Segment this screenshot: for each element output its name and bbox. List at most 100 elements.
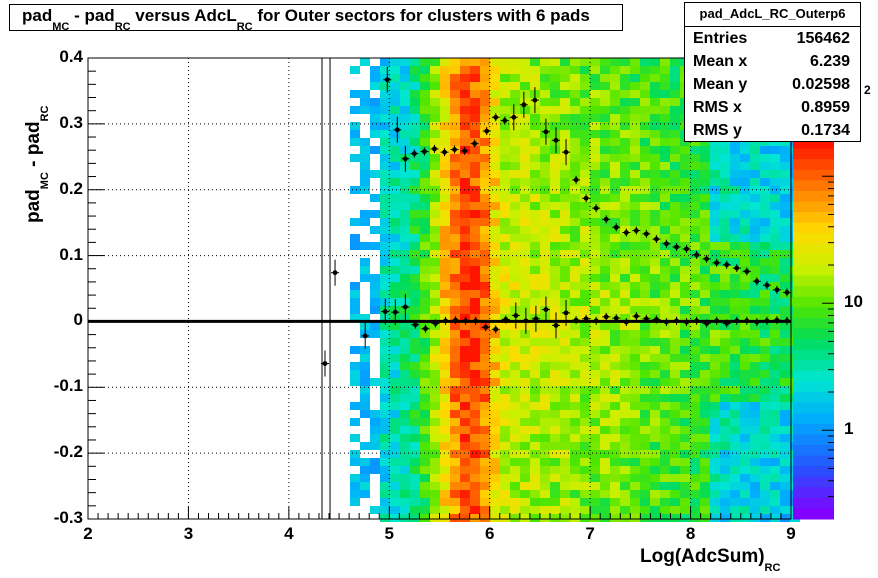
heat-cell <box>400 514 410 522</box>
heat-cell <box>420 330 430 338</box>
palette-band <box>793 296 834 308</box>
heat-cell <box>640 482 650 490</box>
upper-profile-point-marker <box>603 216 609 222</box>
heat-cell <box>710 362 720 370</box>
heat-cell <box>400 202 410 210</box>
heat-cell <box>390 282 400 290</box>
heat-cell <box>480 354 490 362</box>
heat-cell <box>630 466 640 474</box>
heat-cell <box>350 66 360 74</box>
heat-cell <box>500 242 510 250</box>
heat-cell <box>380 418 390 426</box>
heat-cell <box>460 138 470 146</box>
heat-cell <box>640 362 650 370</box>
heat-cell <box>450 402 460 410</box>
heat-cell <box>500 482 510 490</box>
heat-cell <box>520 442 530 450</box>
heat-cell <box>740 402 750 410</box>
lower-profile-point-marker <box>714 318 720 324</box>
heat-cell <box>620 354 630 362</box>
heat-cell <box>610 266 620 274</box>
heat-cell <box>730 418 740 426</box>
heat-cell <box>610 218 620 226</box>
heat-cell <box>730 458 740 466</box>
palette-label: 1 <box>844 419 854 439</box>
heat-cell <box>650 298 660 306</box>
heat-cell <box>640 226 650 234</box>
heat-cell <box>470 290 480 298</box>
heat-cell <box>420 242 430 250</box>
heat-cell <box>530 82 540 90</box>
heat-cell <box>660 450 670 458</box>
heat-cell <box>390 114 400 122</box>
heat-cell <box>700 306 710 314</box>
heat-cell <box>550 402 560 410</box>
heat-cell <box>450 138 460 146</box>
heat-cell <box>740 322 750 330</box>
heat-cell <box>550 170 560 178</box>
lower-profile-point <box>331 259 340 286</box>
heat-cell <box>690 378 700 386</box>
heat-cell <box>390 506 400 514</box>
heat-cell <box>770 274 780 282</box>
heat-cell <box>600 154 610 162</box>
heat-cell <box>620 146 630 154</box>
heat-cell <box>410 514 420 522</box>
heat-cell <box>360 370 370 378</box>
heat-cell <box>660 226 670 234</box>
heat-cell <box>410 210 420 218</box>
heat-cell <box>780 194 790 202</box>
upper-profile-point-marker <box>704 256 710 262</box>
heat-cell <box>500 58 510 66</box>
heat-cell <box>430 130 440 138</box>
heat-cell <box>620 122 630 130</box>
heat-cell <box>610 146 620 154</box>
heat-cell <box>750 378 760 386</box>
heat-cell <box>580 410 590 418</box>
heat-cell <box>500 106 510 114</box>
heat-cell <box>480 202 490 210</box>
heat-cell <box>710 450 720 458</box>
heat-cell <box>440 66 450 74</box>
heat-cell <box>480 514 490 522</box>
heat-cell <box>750 330 760 338</box>
heat-cell <box>570 242 580 250</box>
upper-profile-point-marker <box>583 195 589 201</box>
heat-cell <box>750 258 760 266</box>
heat-cell <box>670 362 680 370</box>
heat-cell <box>590 290 600 298</box>
heat-cell <box>460 290 470 298</box>
heat-cell <box>640 274 650 282</box>
palette-band <box>793 349 834 361</box>
heat-cell <box>410 170 420 178</box>
heat-cell <box>550 58 560 66</box>
heat-cell <box>640 418 650 426</box>
heat-cell <box>690 474 700 482</box>
heat-cell <box>770 282 780 290</box>
heat-cell <box>530 146 540 154</box>
heat-cell <box>750 186 760 194</box>
heat-cell <box>700 282 710 290</box>
palette-band <box>793 508 834 520</box>
heat-cell <box>700 290 710 298</box>
heat-cell <box>740 178 750 186</box>
heat-cell <box>680 482 690 490</box>
palette-band <box>793 233 834 245</box>
heat-cell <box>560 362 570 370</box>
heat-cell <box>640 298 650 306</box>
heat-cell <box>690 226 700 234</box>
heat-cell <box>740 450 750 458</box>
heat-cell <box>730 170 740 178</box>
heat-cell <box>760 402 770 410</box>
heat-cell <box>500 122 510 130</box>
heat-cell <box>530 274 540 282</box>
heat-cell <box>630 202 640 210</box>
heat-cell <box>370 330 380 338</box>
heat-cell <box>670 410 680 418</box>
upper-profile-point-marker <box>411 151 417 156</box>
heat-cell <box>720 498 730 506</box>
heat-cell <box>540 426 550 434</box>
y-tick-label: 0 <box>73 310 83 330</box>
heat-cell <box>490 394 500 402</box>
heat-cell <box>590 506 600 514</box>
